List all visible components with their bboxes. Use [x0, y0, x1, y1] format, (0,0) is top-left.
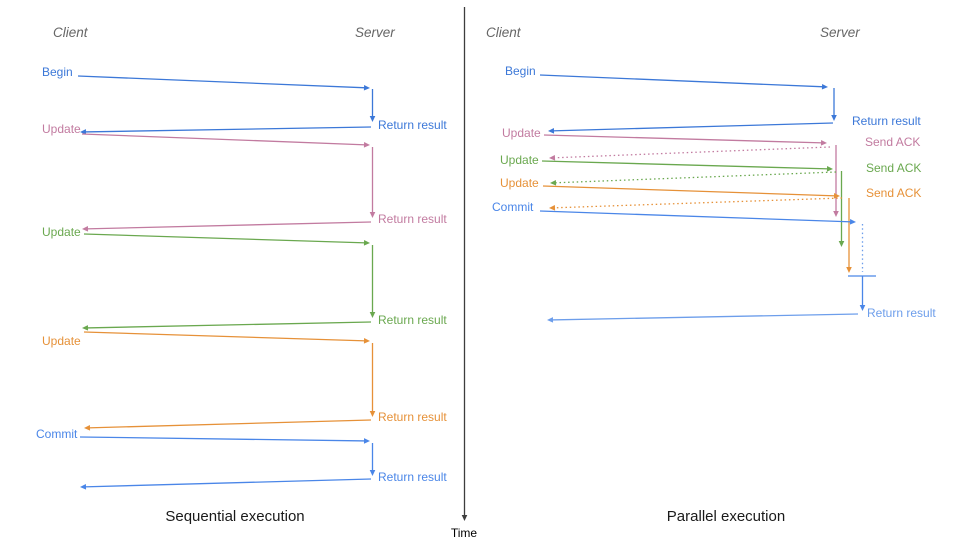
request-arrow-arrowhead: [363, 338, 370, 344]
request-arrow-arrowhead: [821, 83, 828, 90]
response-arrow-arrowhead: [548, 128, 555, 134]
ack-arrow-arrowhead: [549, 204, 556, 211]
response-arrow: [87, 419, 372, 429]
message-label: Update: [42, 225, 81, 239]
response-arrow: [83, 478, 372, 488]
message-label: Commit: [492, 200, 534, 214]
response-arrow-arrowhead: [80, 484, 87, 490]
server-processing-line-arrowhead: [846, 267, 852, 273]
message-label: Begin: [42, 65, 73, 79]
server-processing-line-arrowhead: [833, 211, 839, 217]
time-axis-arrowhead: [461, 515, 468, 521]
server-header: Server: [820, 25, 860, 40]
request-arrow: [541, 160, 830, 170]
request-arrow-arrowhead: [820, 140, 827, 146]
ack-arrow-arrowhead: [549, 154, 556, 161]
request-arrow-arrowhead: [826, 166, 833, 172]
request-arrow-arrowhead: [363, 141, 370, 148]
server-processing-line-arrowhead: [369, 212, 376, 218]
response-label: Send ACK: [865, 135, 920, 149]
response-arrow: [85, 321, 372, 329]
response-label: Return result: [378, 118, 447, 132]
message-label: Update: [42, 122, 81, 136]
response-label: Return result: [867, 306, 936, 320]
server-header: Server: [355, 25, 395, 40]
response-label: Return result: [852, 114, 921, 128]
response-arrow-arrowhead: [82, 325, 89, 331]
ack-arrow: [552, 146, 831, 159]
request-arrow: [83, 233, 367, 244]
response-arrow: [83, 126, 372, 133]
request-arrow: [542, 185, 837, 197]
request-arrow: [79, 436, 367, 442]
response-arrow-arrowhead: [84, 425, 91, 431]
response-arrow-arrowhead: [80, 129, 87, 135]
client-header: Client: [53, 25, 89, 40]
response-arrow: [551, 122, 834, 132]
message-label: Update: [500, 153, 539, 167]
message-label: Update: [500, 176, 539, 190]
request-arrow-arrowhead: [849, 218, 856, 225]
server-processing-line-arrowhead: [369, 312, 376, 318]
request-arrow-arrowhead: [363, 438, 370, 444]
response-arrow-arrowhead: [82, 226, 89, 232]
server-processing-line-arrowhead: [369, 116, 376, 122]
panel-title: Sequential execution: [165, 508, 304, 525]
message-label: Update: [502, 126, 541, 140]
server-processing-line-arrowhead: [369, 470, 376, 476]
response-label: Return result: [378, 212, 447, 226]
response-label: Send ACK: [866, 161, 921, 175]
request-arrow-arrowhead: [363, 240, 370, 246]
ack-arrow-arrowhead: [550, 179, 557, 186]
response-label: Return result: [378, 313, 447, 327]
request-arrow: [83, 331, 367, 342]
server-processing-line-arrowhead: [831, 115, 837, 121]
request-arrow: [81, 133, 367, 146]
response-label: Return result: [378, 470, 447, 484]
server-processing-line-arrowhead: [859, 305, 866, 311]
request-arrow-arrowhead: [363, 84, 370, 91]
response-label: Return result: [378, 410, 447, 424]
ack-arrow: [553, 171, 837, 184]
response-arrow: [550, 313, 859, 321]
request-arrow-arrowhead: [833, 192, 840, 199]
time-axis-label: Time: [451, 526, 478, 540]
request-arrow: [539, 74, 825, 88]
message-label: Update: [42, 334, 81, 348]
message-label: Begin: [505, 64, 536, 78]
response-label: Send ACK: [866, 186, 921, 200]
server-processing-line-arrowhead: [838, 241, 845, 247]
request-arrow: [539, 210, 853, 223]
ack-arrow: [552, 197, 843, 209]
response-arrow-arrowhead: [547, 317, 554, 323]
request-arrow: [77, 75, 367, 89]
server-processing-line-arrowhead: [369, 411, 376, 417]
request-arrow: [543, 134, 824, 144]
panel-title: Parallel execution: [667, 508, 785, 525]
client-header: Client: [486, 25, 522, 40]
response-arrow: [85, 221, 372, 230]
message-label: Commit: [36, 427, 78, 441]
